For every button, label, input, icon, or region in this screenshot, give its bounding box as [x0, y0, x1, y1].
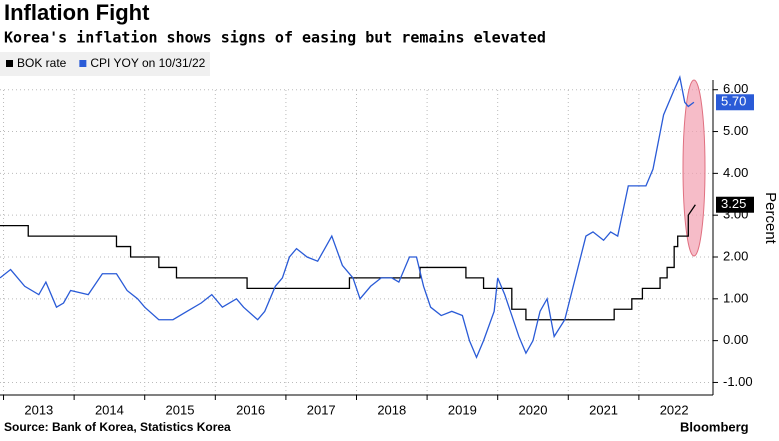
brand: Bloomberg: [680, 419, 749, 434]
y-tick-label: 0.00: [723, 332, 748, 347]
x-tick-label: 2019: [448, 402, 477, 417]
highlight: [682, 79, 706, 257]
legend-bg: [0, 52, 210, 76]
x-tick-label: 2013: [24, 402, 53, 417]
y-tick-label: 6.00: [723, 81, 748, 96]
value-label-box: [716, 196, 754, 213]
y-tick-label: 1.00: [723, 290, 748, 305]
chart-subtitle: Korea's inflation shows signs of easing …: [4, 29, 546, 47]
series-line: [0, 204, 696, 321]
legend: BOK rate CPI YOY on 10/31/22: [0, 52, 210, 76]
x-tick-label: 2018: [377, 402, 406, 417]
x-tick-label: 2017: [307, 402, 336, 417]
x-tick-label: 2021: [589, 402, 618, 417]
legend-label: BOK rate: [17, 56, 67, 70]
x-tick-label: 2016: [236, 402, 265, 417]
value-label-box: [716, 94, 754, 111]
y-tick-label: 4.00: [723, 165, 748, 180]
x-tick-label: 2015: [166, 402, 195, 417]
legend-swatch: [79, 60, 87, 67]
value-label: 3.25: [721, 196, 746, 211]
y-tick-label: 5.00: [723, 123, 748, 138]
legend-label: CPI YOY on 10/31/22: [90, 56, 205, 70]
x-tick-label: 2020: [519, 402, 548, 417]
legend-swatch: [6, 60, 13, 67]
source: Source: Bank of Korea, Statistics Korea: [4, 420, 231, 434]
series-line: [0, 75, 695, 360]
y-tick-label: 2.00: [723, 248, 748, 263]
chart-title: Inflation Fight: [4, 0, 150, 25]
x-tick-label: 2014: [95, 402, 124, 417]
value-label: 5.70: [721, 94, 746, 109]
y-tick-label: -1.00: [723, 374, 753, 389]
x-tick-label: 2022: [660, 402, 689, 417]
y-axis-label: Percent: [762, 192, 779, 245]
